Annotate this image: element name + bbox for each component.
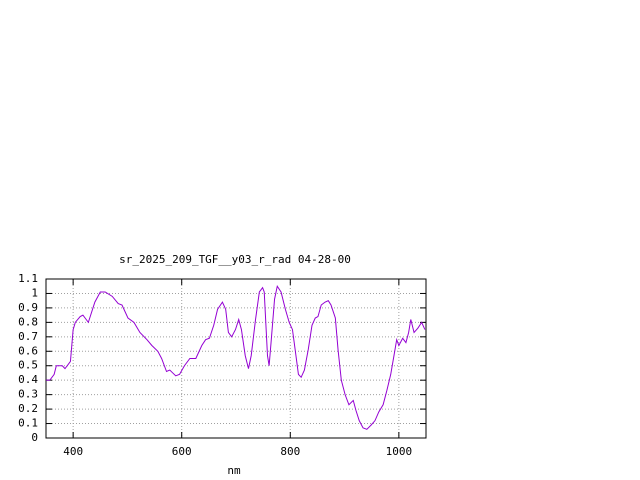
y-tick-label: 1.1 (18, 272, 38, 285)
plot-border (45, 278, 427, 439)
y-tick-label: 0.1 (18, 417, 38, 430)
y-tick-label: 0.5 (18, 359, 38, 372)
y-tick-label: 0 (31, 431, 38, 444)
y-tick-label: 0.9 (18, 301, 38, 314)
data-line (46, 284, 426, 430)
x-tick-label: 600 (172, 445, 192, 458)
x-axis-label: nm (227, 464, 241, 477)
y-tick-label: 0.4 (18, 373, 38, 386)
y-tick-label: 0.2 (18, 402, 38, 415)
x-tick-label: 1000 (386, 445, 413, 458)
y-tick-label: 0.7 (18, 330, 38, 343)
y-tick-label: 0.6 (18, 344, 38, 357)
chart-title: sr_2025_209_TGF__y03_r_rad 04-28-00 (119, 253, 351, 266)
y-tick-label: 0.8 (18, 315, 38, 328)
x-tick-label: 400 (63, 445, 83, 458)
x-tick-label: 800 (280, 445, 300, 458)
y-tick-label: 0.3 (18, 388, 38, 401)
y-tick-label: 1 (31, 286, 38, 299)
